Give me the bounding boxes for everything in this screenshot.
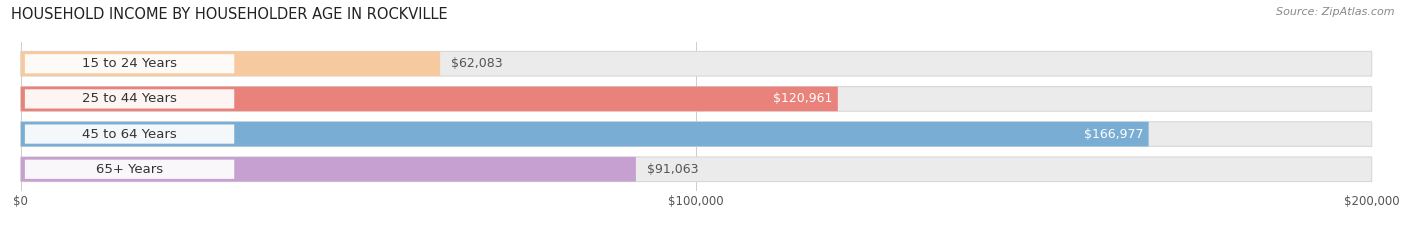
Bar	[14, 46, 1392, 81]
FancyBboxPatch shape	[25, 54, 235, 73]
FancyBboxPatch shape	[21, 157, 636, 182]
Text: 25 to 44 Years: 25 to 44 Years	[82, 93, 177, 105]
Text: 45 to 64 Years: 45 to 64 Years	[82, 128, 177, 140]
FancyBboxPatch shape	[21, 51, 440, 76]
Bar	[14, 152, 1392, 187]
Text: $91,063: $91,063	[647, 163, 699, 176]
Text: $120,961: $120,961	[773, 93, 832, 105]
Text: HOUSEHOLD INCOME BY HOUSEHOLDER AGE IN ROCKVILLE: HOUSEHOLD INCOME BY HOUSEHOLDER AGE IN R…	[11, 7, 449, 22]
FancyBboxPatch shape	[21, 122, 1372, 146]
FancyBboxPatch shape	[21, 157, 1372, 182]
Bar	[14, 81, 1392, 116]
FancyBboxPatch shape	[25, 89, 235, 109]
FancyBboxPatch shape	[21, 122, 1149, 146]
FancyBboxPatch shape	[25, 124, 235, 144]
Text: $166,977: $166,977	[1084, 128, 1143, 140]
Text: Source: ZipAtlas.com: Source: ZipAtlas.com	[1277, 7, 1395, 17]
Text: $62,083: $62,083	[451, 57, 502, 70]
Text: 15 to 24 Years: 15 to 24 Years	[82, 57, 177, 70]
Text: 65+ Years: 65+ Years	[96, 163, 163, 176]
FancyBboxPatch shape	[21, 87, 838, 111]
FancyBboxPatch shape	[21, 51, 1372, 76]
FancyBboxPatch shape	[25, 160, 235, 179]
Bar	[14, 116, 1392, 152]
FancyBboxPatch shape	[21, 87, 1372, 111]
